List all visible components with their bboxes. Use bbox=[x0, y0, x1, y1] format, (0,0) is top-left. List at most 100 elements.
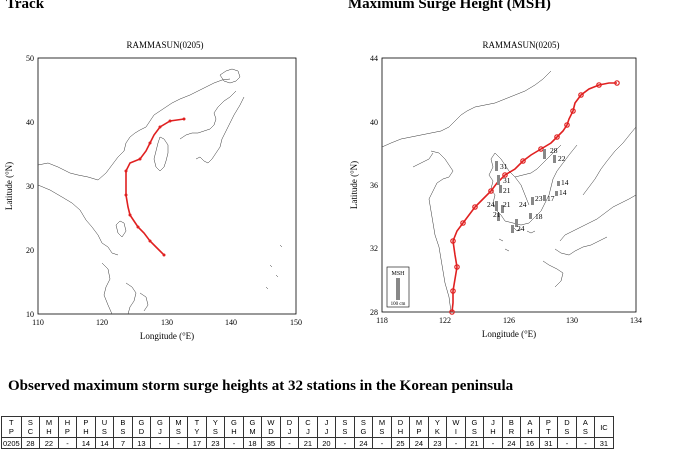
ytick: 44 bbox=[370, 54, 378, 63]
table-value-cell: 17 bbox=[187, 437, 207, 449]
header-line: Y bbox=[194, 427, 200, 436]
header-line: M bbox=[175, 418, 182, 427]
header-line: G bbox=[360, 427, 367, 436]
header-line: J bbox=[306, 427, 310, 436]
table-value-row: 0205 28 22-14 14 7 13- -17 23-18 35-21 20-24-25 24… bbox=[1, 437, 614, 449]
track-map-title: RAMMASUN(0205) bbox=[126, 40, 203, 50]
header-line: U bbox=[101, 418, 108, 427]
track-map: RAMMASUN(0205) 50 40 30 20 10 110 120 13… bbox=[4, 40, 302, 341]
surge-label: 28 bbox=[550, 146, 558, 155]
table-value-cell: 23 bbox=[427, 437, 448, 449]
table-value-cell: - bbox=[150, 437, 170, 449]
header-line: T bbox=[546, 427, 551, 436]
header-line: J bbox=[324, 418, 329, 427]
table-value-cell: 21 bbox=[298, 437, 318, 449]
table-caption: Observed maximum storm surge heights at … bbox=[8, 378, 514, 394]
surge-label: 14 bbox=[559, 188, 567, 197]
table-value-cell: 0205 bbox=[1, 437, 22, 449]
table-value-cell: - bbox=[168, 437, 189, 449]
header-line: Y bbox=[434, 418, 440, 427]
header-line: B bbox=[120, 418, 126, 427]
surge-bars bbox=[495, 149, 560, 233]
track-map-coastlines bbox=[37, 68, 283, 315]
header-line: S bbox=[564, 427, 570, 436]
table-value-cell: - bbox=[224, 437, 244, 449]
xtick: 134 bbox=[630, 316, 642, 325]
table-value-cell: 13 bbox=[131, 437, 152, 449]
ytick: 40 bbox=[370, 118, 378, 127]
table-value-cell: - bbox=[446, 437, 466, 449]
ytick: 30 bbox=[26, 182, 34, 191]
header-line: A bbox=[582, 418, 588, 427]
header-line: P bbox=[64, 427, 70, 436]
track-points bbox=[124, 117, 186, 257]
header-line: W bbox=[267, 418, 275, 427]
surge-map-xticks: 118 122 126 130 134 bbox=[376, 316, 642, 325]
surge-label: 31 bbox=[500, 162, 508, 171]
table-value-cell: 18 bbox=[242, 437, 263, 449]
header-line: S bbox=[342, 427, 348, 436]
ytick: 32 bbox=[370, 244, 378, 253]
table-value-cell: 14 bbox=[94, 437, 115, 449]
table-value-cell: 7 bbox=[113, 437, 133, 449]
header-line: P bbox=[545, 418, 551, 427]
header-line: S bbox=[212, 427, 218, 436]
table-value-cell: - bbox=[557, 437, 577, 449]
surge-label: 24 bbox=[487, 200, 495, 209]
ytick: 36 bbox=[370, 181, 378, 190]
header-line: H bbox=[46, 427, 52, 436]
surge-label: 24 bbox=[517, 224, 525, 233]
surge-map-title: RAMMASUN(0205) bbox=[482, 40, 559, 50]
table-value-cell: 22 bbox=[39, 437, 59, 449]
header-line: M bbox=[415, 418, 423, 427]
header-line: G bbox=[249, 418, 256, 427]
surge-label: 21 bbox=[503, 200, 511, 209]
header-line: Y bbox=[212, 418, 218, 427]
header-line: J bbox=[287, 427, 292, 436]
header-line: P bbox=[8, 427, 14, 436]
table-value-cell: 14 bbox=[76, 437, 96, 449]
table-value-cell: 16 bbox=[520, 437, 540, 449]
header-line: S bbox=[342, 418, 348, 427]
header-line: S bbox=[379, 427, 385, 436]
header-line: W bbox=[452, 418, 460, 427]
xtick: 130 bbox=[161, 318, 173, 327]
ytick: 28 bbox=[370, 308, 378, 317]
xtick: 140 bbox=[225, 318, 237, 327]
table-value-cell: - bbox=[335, 437, 355, 449]
table-value-cell: - bbox=[575, 437, 596, 449]
table-value-cell: 28 bbox=[20, 437, 41, 449]
header-line: C bbox=[305, 418, 311, 427]
xtick: 126 bbox=[503, 316, 515, 325]
table-value-cell: 24 bbox=[501, 437, 522, 449]
header-line: C bbox=[27, 427, 34, 436]
surge-map-ylabel: Latitude (°N) bbox=[349, 161, 359, 209]
xtick: 150 bbox=[290, 318, 302, 327]
header-line: IC bbox=[600, 422, 608, 432]
xtick: 110 bbox=[32, 318, 44, 327]
header-line: T bbox=[194, 418, 200, 427]
track-map-yticks: 50 40 30 20 10 bbox=[26, 54, 34, 319]
surge-map-yticks: 44 40 36 32 28 bbox=[370, 54, 378, 317]
surge-map-coastlines bbox=[381, 70, 637, 313]
msh-legend-scale: 100 cm bbox=[391, 302, 406, 307]
